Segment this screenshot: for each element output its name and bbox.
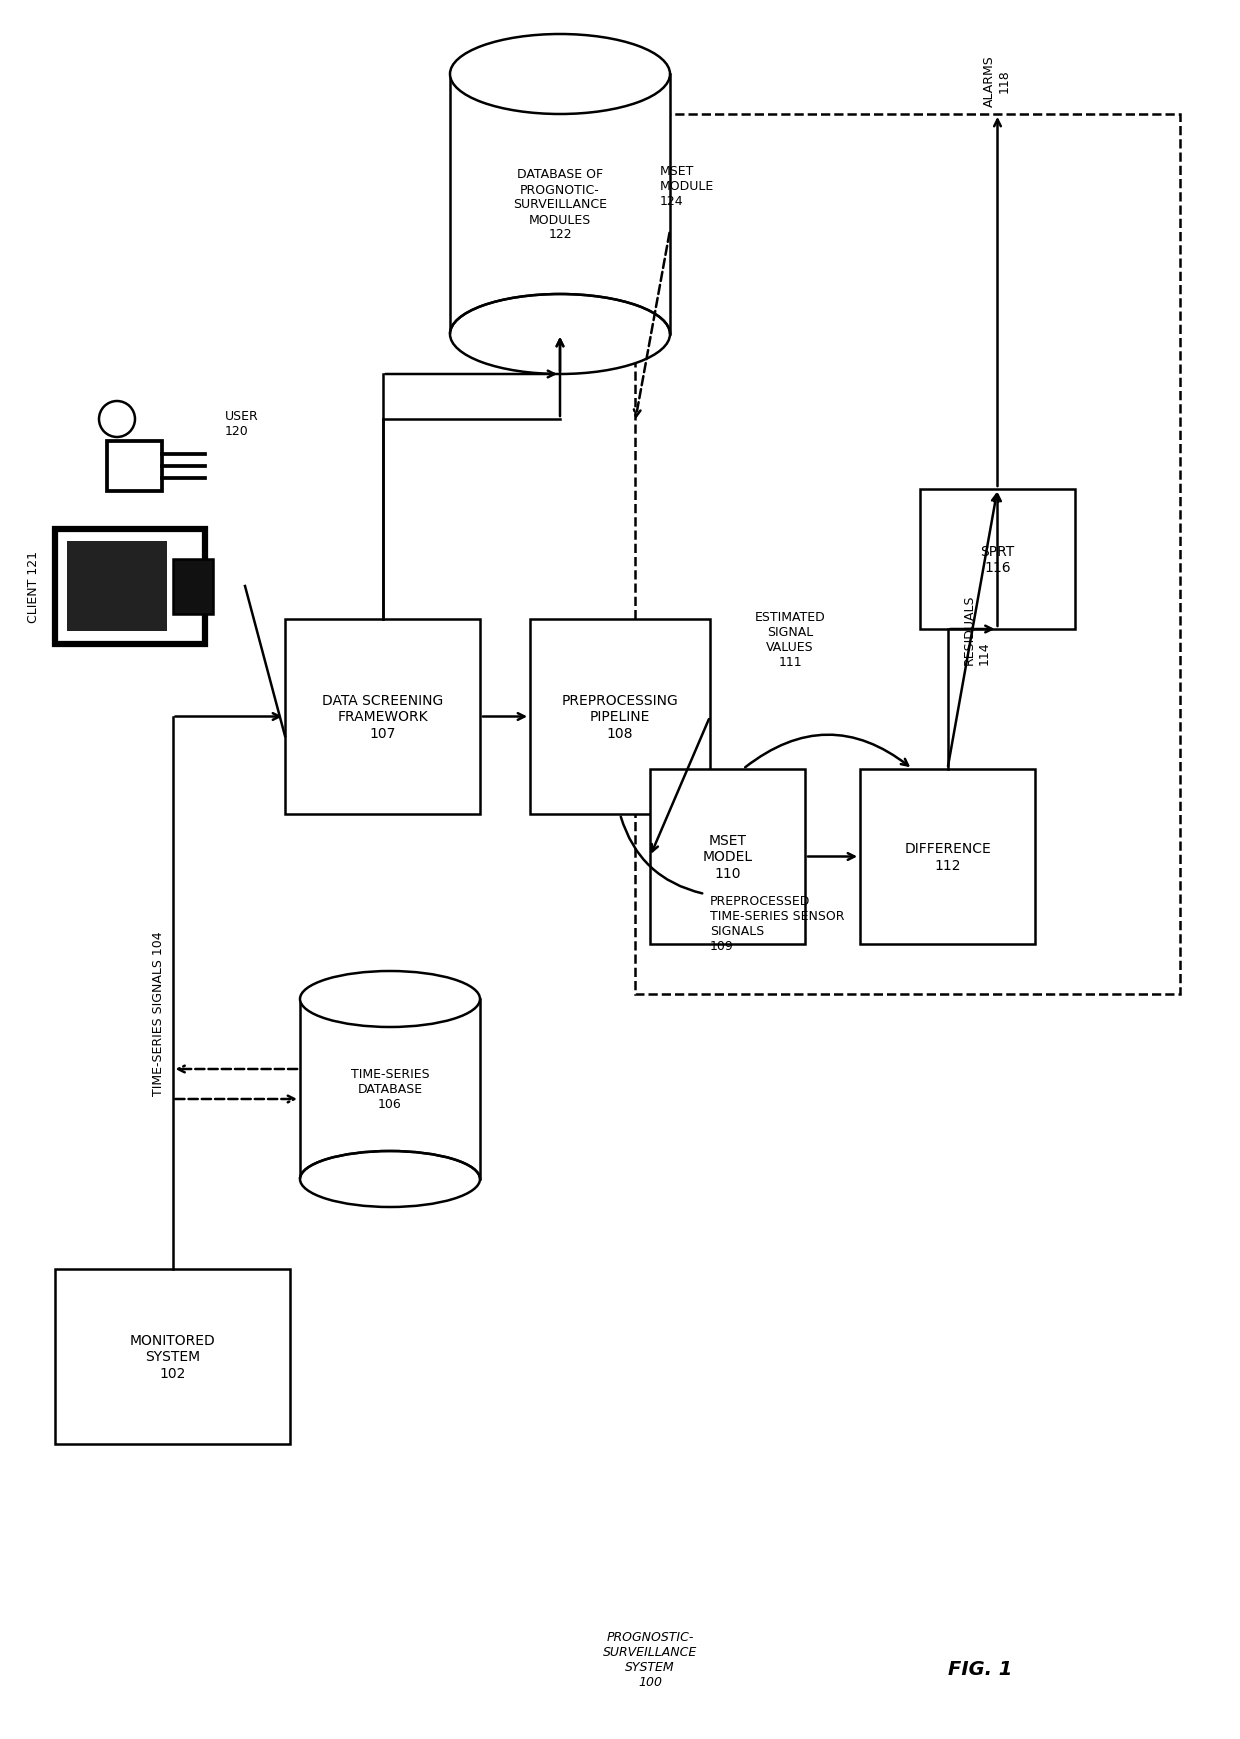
Bar	[55, 1269, 290, 1443]
Text: PROGNOSTIC-
SURVEILLANCE
SYSTEM
100: PROGNOSTIC- SURVEILLANCE SYSTEM 100	[603, 1629, 697, 1689]
Ellipse shape	[450, 35, 670, 115]
Text: PREPROCESSING
PIPELINE
108: PREPROCESSING PIPELINE 108	[562, 694, 678, 741]
Text: MSET
MODULE
124: MSET MODULE 124	[660, 165, 714, 209]
Text: ESTIMATED
SIGNAL
VALUES
111: ESTIMATED SIGNAL VALUES 111	[755, 610, 826, 668]
Text: FIG. 1: FIG. 1	[947, 1659, 1012, 1678]
Bar	[285, 619, 480, 814]
Text: TIME-SERIES SIGNALS 104: TIME-SERIES SIGNALS 104	[153, 930, 165, 1096]
Text: ALARMS
118: ALARMS 118	[983, 56, 1011, 106]
Bar	[650, 770, 805, 944]
Bar	[300, 1000, 480, 1179]
Bar	[174, 560, 213, 614]
Text: DIFFERENCE
112: DIFFERENCE 112	[904, 842, 991, 871]
Text: SPRT
116: SPRT 116	[981, 544, 1014, 576]
Text: RESIDUALS
114: RESIDUALS 114	[962, 595, 991, 664]
Text: PREPROCESSED
TIME-SERIES SENSOR
SIGNALS
109: PREPROCESSED TIME-SERIES SENSOR SIGNALS …	[711, 894, 844, 953]
Ellipse shape	[300, 972, 480, 1028]
Bar	[861, 770, 1035, 944]
Bar	[107, 442, 162, 492]
Text: DATA SCREENING
FRAMEWORK
107: DATA SCREENING FRAMEWORK 107	[322, 694, 443, 741]
Text: MSET
MODEL
110: MSET MODEL 110	[702, 833, 753, 880]
Bar	[635, 115, 1180, 995]
Text: TIME-SERIES
DATABASE
106: TIME-SERIES DATABASE 106	[351, 1068, 429, 1111]
Ellipse shape	[450, 296, 670, 376]
Bar	[67, 541, 167, 631]
Text: MONITORED
SYSTEM
102: MONITORED SYSTEM 102	[130, 1334, 216, 1381]
Circle shape	[99, 402, 135, 438]
Bar	[920, 490, 1075, 630]
Ellipse shape	[300, 1151, 480, 1207]
Text: DATABASE OF
PROGNOTIC-
SURVEILLANCE
MODULES
122: DATABASE OF PROGNOTIC- SURVEILLANCE MODU…	[513, 169, 608, 242]
Bar	[55, 530, 205, 645]
Bar	[529, 619, 711, 814]
Bar	[450, 75, 670, 336]
Text: CLIENT 121: CLIENT 121	[27, 551, 40, 623]
Text: USER
120: USER 120	[224, 410, 259, 438]
